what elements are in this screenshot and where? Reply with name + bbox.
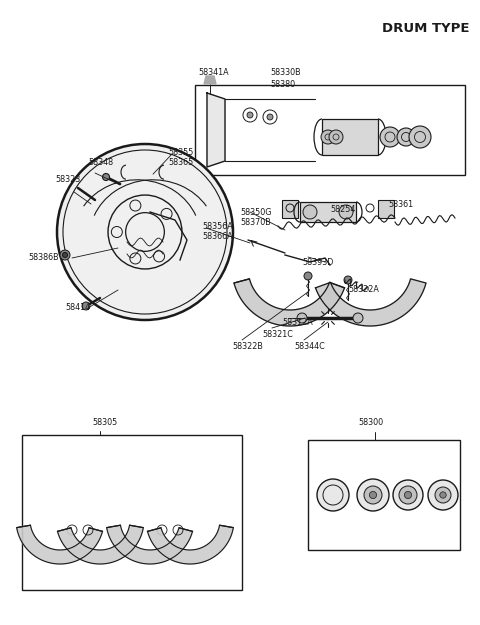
Circle shape (353, 313, 363, 323)
Circle shape (397, 128, 415, 146)
Polygon shape (17, 525, 103, 564)
Bar (308, 440, 460, 550)
Polygon shape (315, 279, 426, 326)
Circle shape (321, 130, 335, 144)
Circle shape (370, 491, 377, 499)
Text: 58365: 58365 (168, 158, 193, 167)
Circle shape (82, 302, 90, 310)
Circle shape (409, 126, 431, 148)
Circle shape (393, 480, 423, 510)
Text: 58380: 58380 (270, 80, 295, 89)
Text: 58312A: 58312A (282, 318, 313, 327)
Text: 58344C: 58344C (294, 342, 325, 351)
Text: 58341A: 58341A (198, 68, 228, 77)
Text: 58393D: 58393D (302, 258, 334, 267)
Circle shape (103, 174, 109, 181)
Text: 58370B: 58370B (240, 218, 271, 227)
Text: 58361: 58361 (388, 200, 413, 209)
Circle shape (297, 313, 307, 323)
Circle shape (428, 480, 458, 510)
Circle shape (60, 250, 70, 260)
Text: 58330B: 58330B (270, 68, 300, 77)
Circle shape (267, 114, 273, 120)
Bar (300, 202, 356, 222)
Polygon shape (204, 76, 216, 84)
Polygon shape (107, 525, 192, 564)
Bar (126, 165, 164, 179)
Circle shape (303, 205, 317, 219)
Circle shape (380, 127, 400, 147)
Circle shape (344, 276, 352, 284)
Text: 58305: 58305 (92, 418, 117, 427)
Circle shape (57, 144, 233, 320)
Text: 58366A: 58366A (202, 232, 233, 241)
Circle shape (329, 130, 343, 144)
Circle shape (404, 491, 412, 499)
Text: 58322B: 58322B (232, 342, 263, 351)
Text: 58348: 58348 (88, 158, 113, 167)
Bar (22, 435, 242, 590)
Bar (322, 119, 378, 155)
Circle shape (247, 112, 253, 118)
Text: 58386B: 58386B (28, 253, 59, 262)
Circle shape (62, 253, 68, 258)
Bar (282, 200, 298, 218)
Text: 58323: 58323 (55, 175, 80, 184)
Circle shape (399, 486, 417, 504)
Bar (195, 85, 465, 175)
Polygon shape (207, 93, 225, 167)
Circle shape (364, 486, 382, 504)
Circle shape (339, 205, 353, 219)
Circle shape (435, 487, 451, 503)
Bar (127, 276, 163, 288)
Bar (378, 200, 394, 218)
Text: 58321C: 58321C (262, 330, 293, 339)
Polygon shape (234, 279, 345, 326)
Polygon shape (147, 525, 233, 564)
Text: 58414: 58414 (65, 303, 90, 312)
Circle shape (304, 272, 312, 280)
Polygon shape (58, 525, 144, 564)
Text: DRUM TYPE: DRUM TYPE (383, 22, 470, 35)
Circle shape (357, 479, 389, 511)
Text: 58356A: 58356A (202, 222, 233, 231)
Circle shape (440, 492, 446, 498)
Text: 58300: 58300 (358, 418, 383, 427)
Text: 58350G: 58350G (240, 208, 272, 217)
Text: 58322A: 58322A (348, 285, 379, 294)
Text: 58254: 58254 (330, 205, 355, 214)
Circle shape (317, 479, 349, 511)
Text: 58355: 58355 (168, 148, 193, 157)
